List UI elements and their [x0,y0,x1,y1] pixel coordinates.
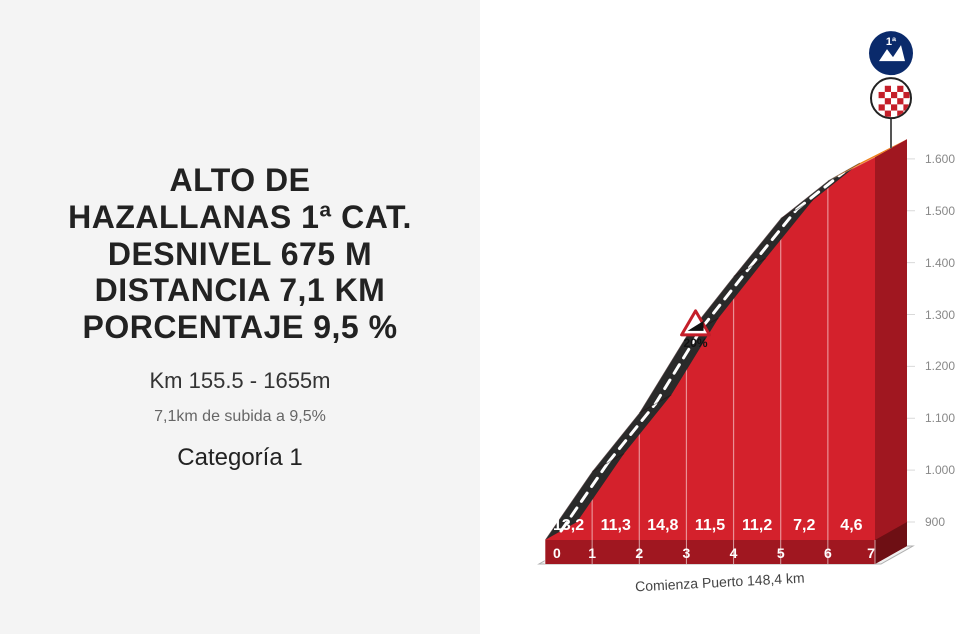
segment-grade-label: 14,8 [647,517,678,534]
climb-title: ALTO DEHAZALLANAS 1ª CAT.DESNIVEL 675 MD… [68,162,412,346]
segment-grade-label: 11,5 [695,517,725,534]
alt-axis-label: 1.100 [925,411,955,425]
climb-category: Categoría 1 [177,444,302,472]
alt-axis-label: 1.000 [925,463,955,477]
svg-text:1ª: 1ª [886,36,897,48]
segment-grade-label: 11,2 [742,517,772,534]
climb-km-alt: Km 155.5 - 1655m [150,368,331,394]
km-axis-label: 3 [683,545,691,561]
km-axis-label: 0 [553,545,561,561]
finish-icon [871,78,911,118]
alt-axis-label: 1.400 [925,256,955,270]
elevation-chart: 13,211,314,811,511,27,24,60123456720%1ª … [480,0,955,634]
km-axis-label: 4 [730,545,738,561]
segment-grade-label: 4,6 [840,517,862,534]
segment-grade-label: 11,3 [601,517,631,534]
category-badge-icon: 1ª [869,31,913,75]
info-panel: ALTO DEHAZALLANAS 1ª CAT.DESNIVEL 675 MD… [0,0,480,634]
segment-grade-label: 7,2 [793,517,815,534]
svg-text:20%: 20% [684,336,708,350]
km-axis-label: 1 [588,545,596,561]
km-axis-label: 2 [635,545,643,561]
alt-axis-label: 1.500 [925,204,955,218]
segment-grade-label: 13,2 [553,517,584,534]
alt-axis-label: 1.300 [925,308,955,322]
alt-axis-label: 1.600 [925,152,955,166]
km-axis-label: 7 [867,545,875,561]
climb-summary: 7,1km de subida a 9,5% [154,408,326,426]
km-axis-label: 5 [777,545,785,561]
km-axis-label: 6 [824,545,832,561]
alt-axis-label: 1.200 [925,359,955,373]
alt-axis-label: 900 [925,515,945,529]
